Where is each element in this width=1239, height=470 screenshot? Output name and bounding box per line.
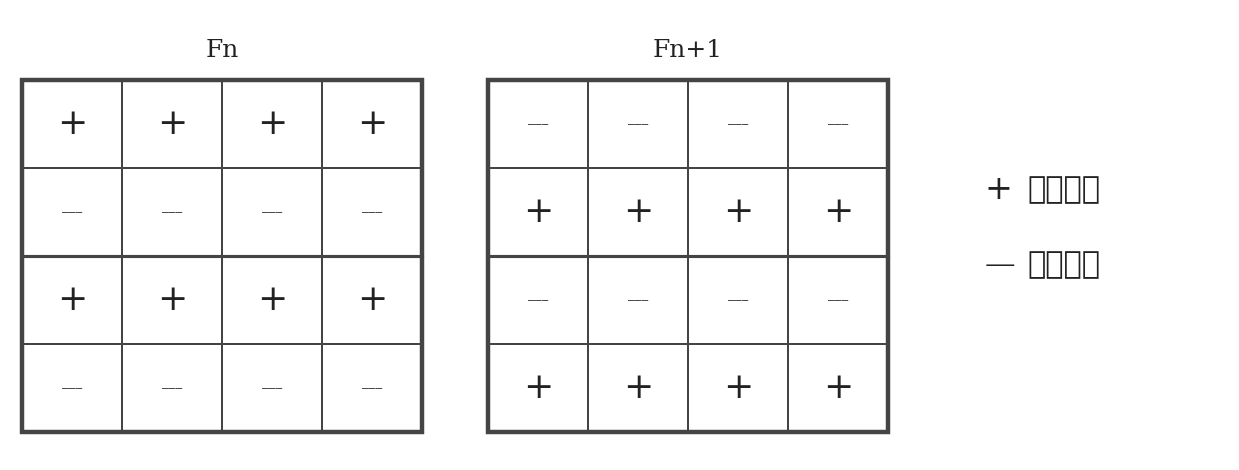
Text: +: +: [823, 195, 854, 229]
Text: ———: ———: [62, 383, 82, 393]
Bar: [22, 80, 422, 432]
Text: Fn: Fn: [206, 39, 239, 62]
Bar: [488, 80, 888, 432]
Text: +: +: [57, 107, 87, 141]
Text: +: +: [157, 107, 187, 141]
Text: ———: ———: [828, 119, 849, 129]
Text: +: +: [57, 283, 87, 317]
Text: ———: ———: [628, 119, 648, 129]
Text: +: +: [722, 195, 753, 229]
Text: ———: ———: [528, 295, 548, 305]
Text: +: +: [823, 371, 854, 405]
Text: ：正极性: ：正极性: [1027, 175, 1100, 204]
Bar: [22, 80, 422, 432]
Text: ———: ———: [528, 119, 548, 129]
Text: ———: ———: [362, 383, 382, 393]
Text: ：负极性: ：负极性: [1027, 251, 1100, 280]
Text: ———: ———: [62, 207, 82, 217]
Text: +: +: [256, 283, 287, 317]
Text: +: +: [623, 371, 653, 405]
Text: +: +: [357, 107, 387, 141]
Text: ———: ———: [162, 207, 182, 217]
Text: ———: ———: [828, 295, 849, 305]
Bar: [488, 80, 888, 432]
Text: ———: ———: [261, 383, 282, 393]
Text: ———: ———: [261, 207, 282, 217]
Text: +: +: [722, 371, 753, 405]
Text: ———: ———: [162, 383, 182, 393]
Text: ———: ———: [727, 119, 748, 129]
Text: +: +: [623, 195, 653, 229]
Text: +: +: [523, 195, 553, 229]
Text: +: +: [157, 283, 187, 317]
Text: +: +: [985, 174, 1012, 206]
Text: +: +: [523, 371, 553, 405]
Text: —: —: [985, 250, 1016, 281]
Text: ———: ———: [727, 295, 748, 305]
Text: ———: ———: [362, 207, 382, 217]
Text: ———: ———: [628, 295, 648, 305]
Text: +: +: [357, 283, 387, 317]
Text: Fn+1: Fn+1: [653, 39, 724, 62]
Text: +: +: [256, 107, 287, 141]
